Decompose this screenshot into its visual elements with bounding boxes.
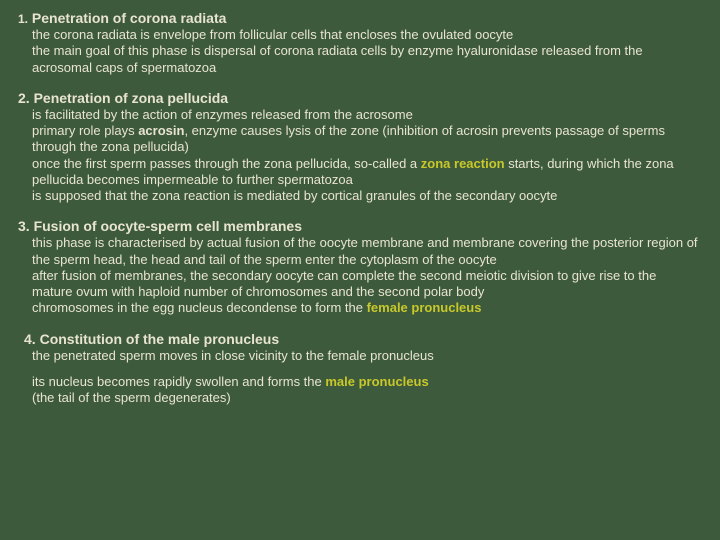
heading-2-num: 2. (18, 90, 30, 106)
heading-3-num: 3. (18, 218, 30, 234)
heading-2: 2. Penetration of zona pellucida (18, 90, 698, 106)
s3-line3: chromosomes in the egg nucleus decondens… (18, 300, 698, 316)
s1-line2: the main goal of this phase is dispersal… (18, 43, 698, 76)
s2-acrosin: acrosin (138, 123, 184, 138)
s3-line2: after fusion of membranes, the secondary… (18, 268, 698, 301)
section-3: 3. Fusion of oocyte-sperm cell membranes… (18, 218, 698, 316)
heading-4-num: 4. (24, 331, 36, 347)
s4-line2: its nucleus becomes rapidly swollen and … (18, 374, 698, 390)
s3-l3a: chromosomes in the egg nucleus decondens… (32, 300, 367, 315)
heading-4-title: Constitution of the male pronucleus (36, 331, 279, 347)
s2-line4: is supposed that the zona reaction is me… (18, 188, 698, 204)
s2-l2a: primary role plays (32, 123, 138, 138)
s2-line3: once the first sperm passes through the … (18, 156, 698, 189)
s2-zona-reaction: zona reaction (421, 156, 505, 171)
heading-2-title: Penetration of zona pellucida (30, 90, 228, 106)
heading-1-title: Penetration of corona radiata (28, 10, 226, 26)
s4-male-pronucleus: male pronucleus (325, 374, 428, 389)
s2-line1: is facilitated by the action of enzymes … (18, 107, 698, 123)
heading-4: 4. Constitution of the male pronucleus (18, 331, 698, 347)
heading-1-num: 1. (18, 12, 28, 26)
section-4: 4. Constitution of the male pronucleus t… (18, 331, 698, 407)
section-2: 2. Penetration of zona pellucida is faci… (18, 90, 698, 205)
s1-line1: the corona radiata is envelope from foll… (18, 27, 698, 43)
heading-3-title: Fusion of oocyte-sperm cell membranes (30, 218, 302, 234)
s3-female-pronucleus: female pronucleus (367, 300, 482, 315)
gap (18, 364, 698, 374)
s3-line1: this phase is characterised by actual fu… (18, 235, 698, 268)
s4-l2a: its nucleus becomes rapidly swollen and … (32, 374, 325, 389)
heading-3: 3. Fusion of oocyte-sperm cell membranes (18, 218, 698, 234)
heading-1: 1. Penetration of corona radiata (18, 10, 698, 26)
s2-l3a: once the first sperm passes through the … (32, 156, 421, 171)
s4-line3: (the tail of the sperm degenerates) (18, 390, 698, 406)
section-1: 1. Penetration of corona radiata the cor… (18, 10, 698, 76)
s4-line1: the penetrated sperm moves in close vici… (18, 348, 698, 364)
s2-line2: primary role plays acrosin, enzyme cause… (18, 123, 698, 156)
